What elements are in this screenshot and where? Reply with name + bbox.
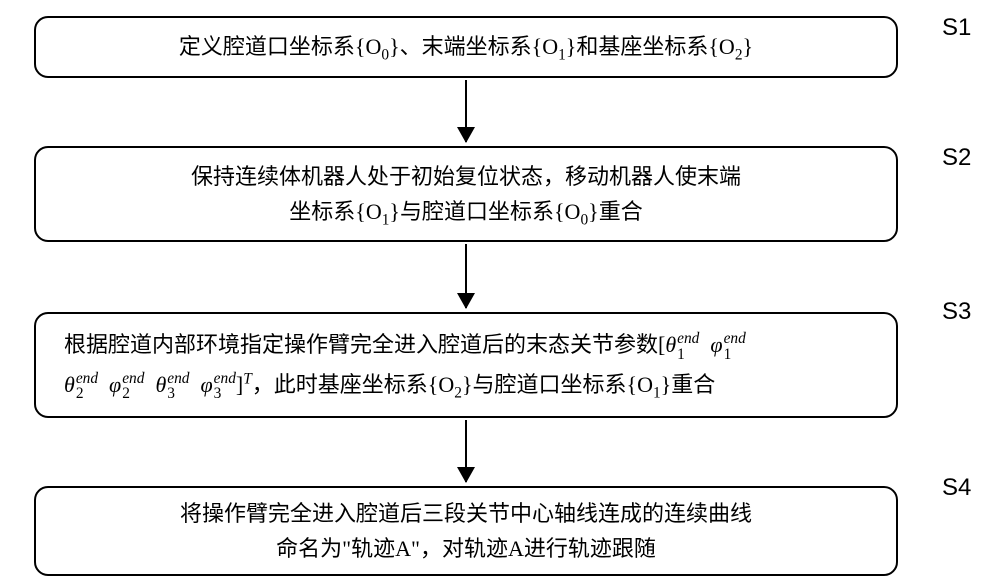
flowchart-canvas: 定义腔道口坐标系{O0}、末端坐标系{O1}和基座坐标系{O2} S1 保持连续… bbox=[0, 0, 1000, 583]
label-s3: S3 bbox=[942, 298, 971, 326]
step-s3-text: 根据腔道内部环境指定操作臂完全进入腔道后的末态关节参数[θend1 φend1 … bbox=[64, 325, 868, 404]
step-s4: 将操作臂完全进入腔道后三段关节中心轴线连成的连续曲线 命名为"轨迹A"，对轨迹A… bbox=[34, 486, 898, 576]
step-s2-text: 保持连续体机器人处于初始复位状态，移动机器人使末端 坐标系{O1}与腔道口坐标系… bbox=[191, 159, 741, 229]
label-s2: S2 bbox=[942, 144, 971, 172]
arrow-s1-s2 bbox=[465, 80, 467, 142]
label-s1: S1 bbox=[942, 14, 971, 42]
arrow-s2-s3 bbox=[465, 244, 467, 308]
step-s4-text: 将操作臂完全进入腔道后三段关节中心轴线连成的连续曲线 命名为"轨迹A"，对轨迹A… bbox=[180, 496, 752, 566]
arrow-s3-s4 bbox=[465, 420, 467, 482]
step-s1: 定义腔道口坐标系{O0}、末端坐标系{O1}和基座坐标系{O2} bbox=[34, 16, 898, 78]
step-s3: 根据腔道内部环境指定操作臂完全进入腔道后的末态关节参数[θend1 φend1 … bbox=[34, 312, 898, 418]
step-s2: 保持连续体机器人处于初始复位状态，移动机器人使末端 坐标系{O1}与腔道口坐标系… bbox=[34, 146, 898, 242]
label-s4: S4 bbox=[942, 474, 971, 502]
step-s1-text: 定义腔道口坐标系{O0}、末端坐标系{O1}和基座坐标系{O2} bbox=[179, 29, 753, 64]
